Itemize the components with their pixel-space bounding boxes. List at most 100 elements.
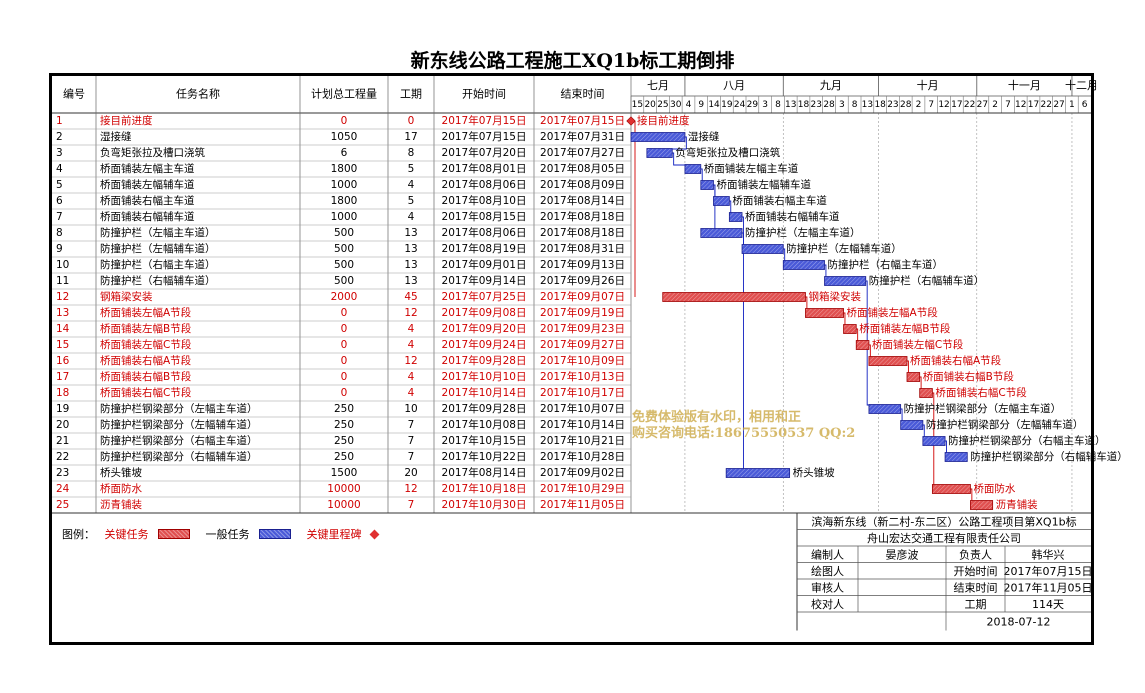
task-start: 2017年07月15日 xyxy=(442,114,527,127)
task-end: 2017年07月31日 xyxy=(540,130,625,143)
task-no: 21 xyxy=(56,435,69,447)
task-dur: 4 xyxy=(408,339,415,351)
bar-label: 沥青铺装 xyxy=(996,498,1038,511)
milestone-mark xyxy=(626,116,636,126)
task-dur: 45 xyxy=(404,291,417,303)
bar-label: 钢箱梁安装 xyxy=(808,290,861,303)
header-start: 开始时间 xyxy=(462,87,506,101)
task-start: 2017年08月19日 xyxy=(442,242,527,255)
month-label: 九月 xyxy=(820,79,842,92)
page-title: 新东线公路工程施工XQ1b标工期倒排 xyxy=(410,50,735,72)
task-name: 负弯矩张拉及槽口浇筑 xyxy=(100,146,205,159)
header-end: 结束时间 xyxy=(561,88,605,101)
task-dur: 8 xyxy=(408,147,415,159)
task-no: 8 xyxy=(56,227,63,239)
task-qty: 0 xyxy=(341,339,348,351)
task-start: 2017年07月15日 xyxy=(442,130,527,143)
task-start: 2017年09月08日 xyxy=(442,306,527,319)
day-tick-label: 23 xyxy=(811,100,822,110)
task-dur: 13 xyxy=(404,243,417,255)
legend-critical-label: 关键任务 xyxy=(104,528,149,541)
task-qty: 500 xyxy=(334,243,354,255)
task-start: 2017年10月10日 xyxy=(442,370,527,383)
day-tick-label: 28 xyxy=(823,100,835,110)
info-date: 2018-07-12 xyxy=(987,615,1051,628)
bar-label: 防撞护栏钢梁部分（右幅主车道） xyxy=(948,434,1106,447)
task-no: 7 xyxy=(56,211,63,223)
day-tick-label: 7 xyxy=(928,100,934,110)
task-end: 2017年10月29日 xyxy=(540,482,625,495)
task-start: 2017年09月14日 xyxy=(442,274,527,287)
task-start: 2017年09月24日 xyxy=(442,338,527,351)
day-tick-label: 19 xyxy=(721,100,733,110)
task-end: 2017年10月14日 xyxy=(540,418,625,431)
bar-label: 桥面铺装右幅C节段 xyxy=(935,386,1027,399)
task-bar xyxy=(906,372,921,382)
task-bar xyxy=(662,292,806,302)
task-name: 防撞护栏钢梁部分（右幅辅车道） xyxy=(100,450,258,463)
task-bar xyxy=(700,180,714,190)
task-qty: 0 xyxy=(341,355,348,367)
task-bar xyxy=(741,244,784,254)
bar-label: 桥面铺装左幅辅车道 xyxy=(716,178,811,191)
info-project: 滨海新东线（新二村-东二区）公路工程项目第XQ1b标 xyxy=(811,514,1076,528)
task-qty: 250 xyxy=(334,435,354,447)
info-cell: 审核人 xyxy=(811,580,844,594)
task-dur: 5 xyxy=(408,195,415,207)
legend-normal-label: 一般任务 xyxy=(205,528,250,541)
bar-label: 负弯矩张拉及槽口浇筑 xyxy=(675,146,780,159)
bar-label: 接目前进度 xyxy=(637,114,690,127)
task-no: 12 xyxy=(56,291,69,303)
task-qty: 1050 xyxy=(331,131,358,143)
task-qty: 10000 xyxy=(327,499,360,511)
task-dur: 7 xyxy=(408,419,415,431)
bar-label: 桥面铺装左幅C节段 xyxy=(872,338,964,351)
month-label: 十二月 xyxy=(1065,78,1098,92)
task-dur: 7 xyxy=(408,499,415,511)
task-end: 2017年08月09日 xyxy=(540,178,625,191)
day-tick-label: 8 xyxy=(852,100,858,110)
task-no: 11 xyxy=(56,275,69,287)
task-qty: 1500 xyxy=(331,467,358,479)
task-bar xyxy=(805,308,844,318)
task-no: 18 xyxy=(56,387,69,399)
task-end: 2017年11月05日 xyxy=(540,498,625,511)
task-end: 2017年09月27日 xyxy=(540,338,625,351)
task-no: 17 xyxy=(56,371,69,383)
task-dur: 4 xyxy=(408,179,415,191)
legend: 图例： 关键任务 一般任务 关键里程碑 xyxy=(62,526,380,542)
bar-label: 防撞护栏钢梁部分（右幅辅车道） xyxy=(970,450,1128,463)
task-bar xyxy=(868,404,902,414)
task-qty: 500 xyxy=(334,259,354,271)
day-tick-label: 12 xyxy=(938,100,949,110)
task-start: 2017年09月01日 xyxy=(442,258,527,271)
task-name: 钢箱梁安装 xyxy=(100,290,153,303)
task-bar xyxy=(931,484,971,494)
day-tick-label: 27 xyxy=(1053,100,1064,110)
task-bar xyxy=(843,324,857,334)
task-no: 22 xyxy=(56,451,69,463)
task-bar xyxy=(919,388,933,398)
day-tick-label: 2 xyxy=(916,100,922,110)
header-dur: 工期 xyxy=(400,88,422,101)
task-bar xyxy=(728,212,743,222)
task-qty: 2000 xyxy=(331,291,358,303)
task-bar xyxy=(900,420,924,430)
day-tick-label: 30 xyxy=(670,100,682,110)
task-name: 桥面铺装右幅C节段 xyxy=(100,386,192,399)
task-end: 2017年09月13日 xyxy=(540,258,625,271)
task-no: 13 xyxy=(56,307,69,319)
day-tick-label: 20 xyxy=(644,100,656,110)
task-qty: 1800 xyxy=(331,163,358,175)
day-tick-label: 18 xyxy=(874,100,886,110)
task-no: 15 xyxy=(56,339,69,351)
task-bar xyxy=(646,148,673,158)
task-bar xyxy=(970,500,994,510)
day-tick-label: 3 xyxy=(762,100,768,110)
month-label: 七月 xyxy=(647,79,669,92)
task-no: 5 xyxy=(56,179,63,191)
header-name: 任务名称 xyxy=(176,87,220,101)
task-name: 桥面铺装左幅B节段 xyxy=(100,322,192,335)
bar-label: 防撞护栏（右幅辅车道） xyxy=(869,274,985,287)
bar-label: 桥面铺装右幅主车道 xyxy=(732,194,827,207)
